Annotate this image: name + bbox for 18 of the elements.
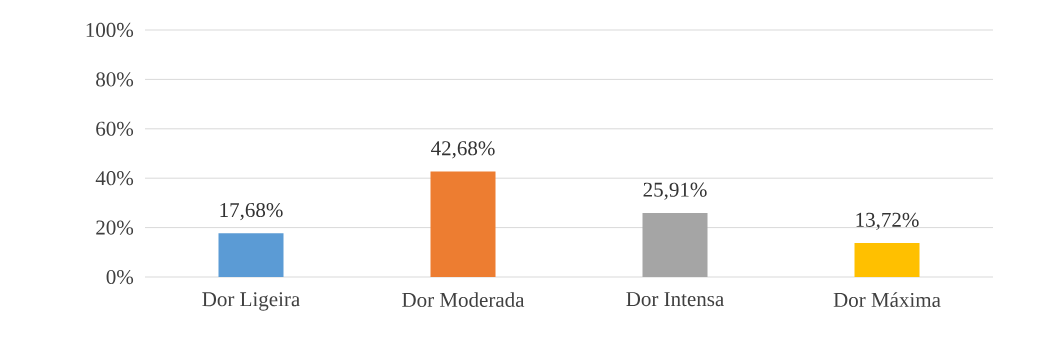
- y-tick-label: 40%: [95, 171, 134, 186]
- x-tick-label: Dor Moderada: [402, 292, 525, 307]
- y-tick-label: 60%: [96, 121, 134, 136]
- x-tick-label: Dor Ligeira: [202, 292, 300, 311]
- y-tick-label: 80%: [96, 72, 134, 87]
- data-label: 42,68%: [431, 141, 495, 159]
- data-label: 13,72%: [856, 212, 919, 230]
- bar: [642, 213, 708, 277]
- bar: [854, 243, 920, 277]
- x-tick-label: Dor Máxima: [833, 292, 941, 307]
- y-tick-label: 0%: [106, 269, 134, 285]
- data-label: 25,91%: [643, 182, 707, 200]
- bar: [430, 171, 496, 277]
- y-tick-label: 100%: [86, 22, 134, 38]
- x-tick-label: Dor Intensa: [626, 292, 724, 307]
- data-label: 17,68%: [220, 202, 283, 221]
- bar: [218, 233, 284, 277]
- y-tick-label: 20%: [96, 220, 134, 235]
